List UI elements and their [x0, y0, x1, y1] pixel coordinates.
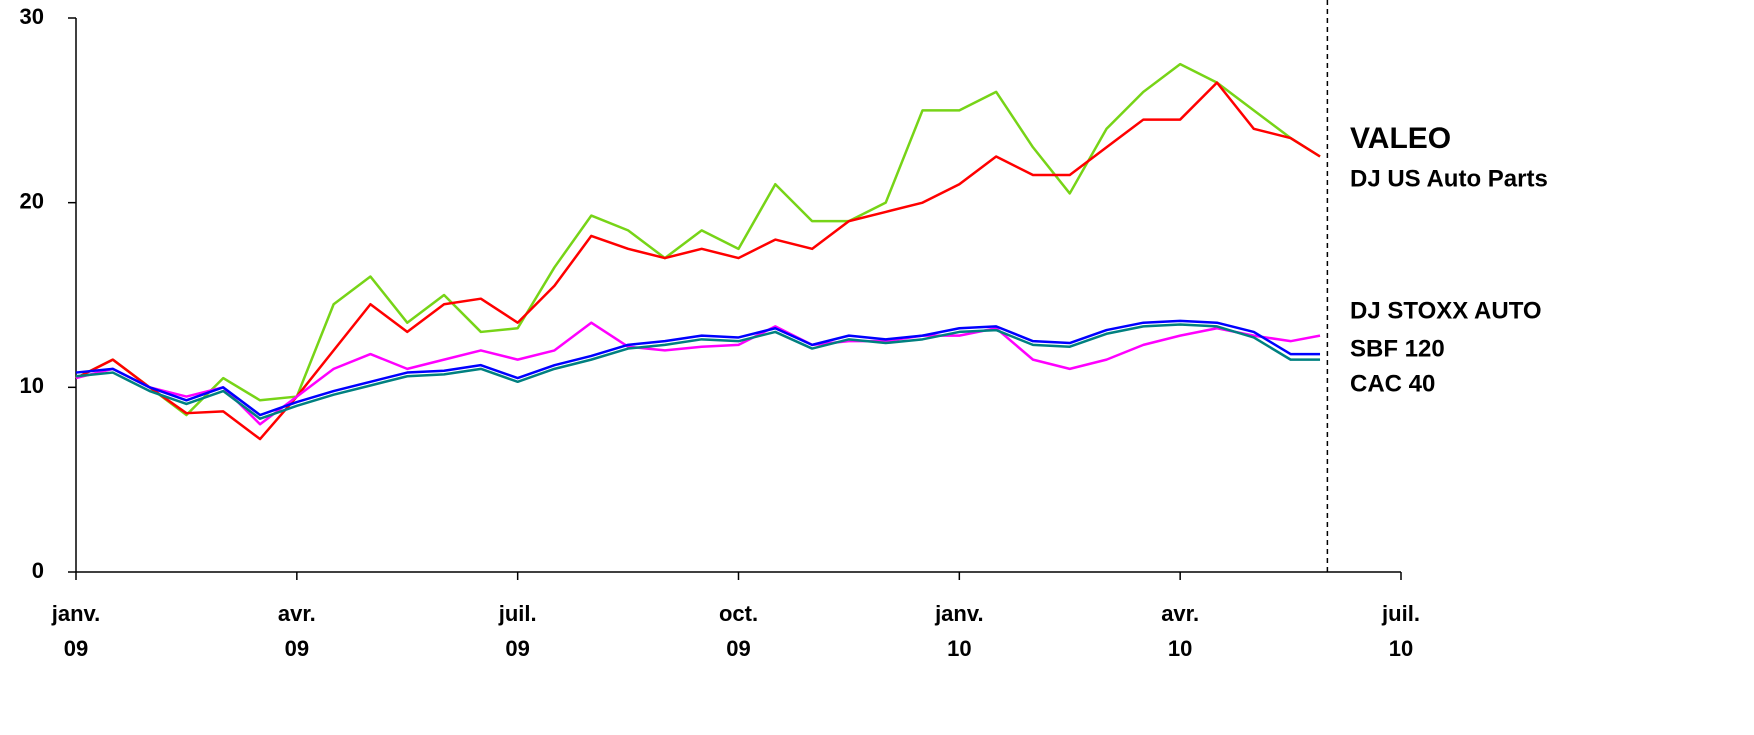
x-tick-label: avr. 10: [1161, 601, 1199, 661]
series-line: [75, 323, 1321, 420]
x-tick-label: juil. 09: [498, 601, 537, 661]
x-tick-label: avr. 09: [278, 601, 316, 661]
y-tick-label: 0: [32, 558, 44, 583]
legend-label: DJ STOXX AUTO: [1350, 297, 1542, 324]
x-tick-label: juil. 10: [1381, 601, 1420, 661]
y-tick-label: 20: [20, 188, 44, 213]
series-line: [75, 62, 1321, 417]
legend-label: CAC 40: [1350, 370, 1435, 397]
series-line: [75, 321, 1321, 426]
series-line: [75, 81, 1321, 441]
y-tick-label: 10: [20, 373, 44, 398]
legend-label: SBF 120: [1350, 335, 1445, 362]
legend-label: DJ US Auto Parts: [1350, 165, 1548, 192]
x-tick-label: janv. 09: [51, 601, 101, 661]
y-tick-label: 30: [20, 4, 44, 29]
x-tick-label: janv. 10: [934, 601, 984, 661]
series-line: [75, 319, 1321, 417]
x-tick-label: oct. 09: [719, 601, 758, 661]
legend-label: VALEO: [1350, 122, 1451, 155]
